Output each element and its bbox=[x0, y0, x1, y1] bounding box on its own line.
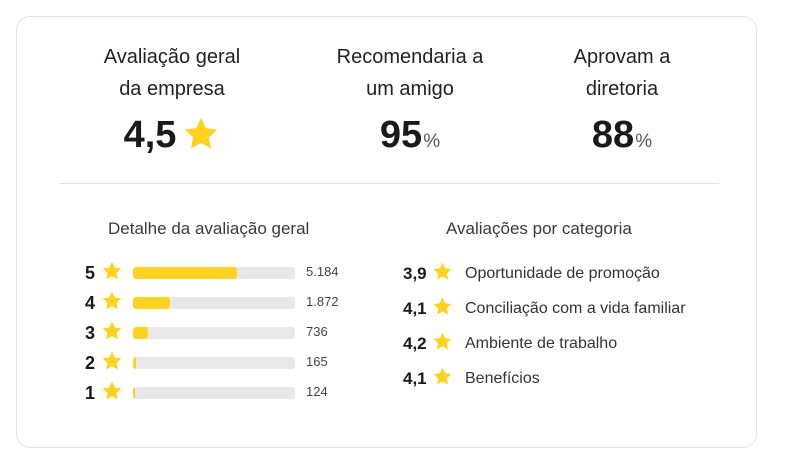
rating-row-4: 4 1.872 bbox=[85, 290, 339, 317]
category-row: 3,9 Oportunidade de promoção bbox=[403, 262, 660, 286]
category-label: Benefícios bbox=[465, 370, 540, 387]
ratings-card: Avaliação geral da empresa 4,5 Recomenda… bbox=[16, 16, 757, 448]
rating-bar bbox=[133, 297, 295, 309]
star-icon bbox=[432, 331, 453, 357]
approve-block: Aprovam a diretoria 88% bbox=[552, 41, 692, 164]
rating-count: 5.184 bbox=[306, 264, 339, 279]
rating-bar-fill bbox=[133, 267, 237, 279]
rating-bar bbox=[133, 357, 295, 369]
approve-percent: 88 bbox=[591, 114, 635, 156]
category-row: 4,2 Ambiente de trabalho bbox=[403, 332, 617, 356]
rating-row-3: 3 736 bbox=[85, 320, 328, 347]
rating-row-1: 1 124 bbox=[85, 380, 328, 407]
category-score: 4,1 bbox=[403, 299, 427, 318]
rating-count: 1.872 bbox=[306, 294, 339, 309]
recommend-title-line1: Recomendaria a bbox=[336, 46, 484, 68]
approve-title-line2: diretoria bbox=[585, 78, 659, 100]
star-icon bbox=[432, 366, 453, 392]
star-icon bbox=[101, 320, 123, 347]
recommend-block: Recomendaria a um amigo 95% bbox=[325, 41, 495, 164]
divider bbox=[59, 183, 719, 184]
approve-unit: % bbox=[635, 131, 653, 152]
rating-count: 124 bbox=[306, 384, 328, 399]
rating-stars-number: 2 bbox=[85, 352, 96, 373]
star-icon bbox=[432, 296, 453, 322]
recommend-unit: % bbox=[423, 131, 441, 152]
rating-bar-fill bbox=[133, 387, 136, 399]
rating-row-5: 5 5.184 bbox=[85, 260, 339, 287]
category-score: 4,2 bbox=[403, 334, 427, 353]
approve-title: Aprovam a diretoria bbox=[552, 41, 692, 105]
overall-rating-block: Avaliação geral da empresa 4,5 bbox=[92, 41, 252, 163]
category-row: 4,1 Benefícios bbox=[403, 367, 540, 391]
category-score: 3,9 bbox=[403, 264, 427, 283]
star-icon bbox=[182, 115, 220, 163]
star-icon bbox=[101, 380, 123, 407]
rating-row-2: 2 165 bbox=[85, 350, 328, 377]
rating-bar-fill bbox=[133, 297, 171, 309]
rating-count: 736 bbox=[306, 324, 328, 339]
breakdown-title: Detalhe da avaliação geral bbox=[108, 219, 310, 238]
recommend-percent: 95 bbox=[379, 114, 423, 156]
recommend-title: Recomendaria a um amigo bbox=[325, 41, 495, 105]
rating-bar-fill bbox=[133, 327, 148, 339]
rating-stars-number: 1 bbox=[85, 382, 96, 403]
overall-title-line1: Avaliação geral bbox=[103, 46, 241, 68]
category-row: 4,1 Conciliação com a vida familiar bbox=[403, 297, 686, 321]
category-score: 4,1 bbox=[403, 369, 427, 388]
overall-rating-title: Avaliação geral da empresa bbox=[92, 41, 252, 105]
recommend-value: 95% bbox=[325, 113, 495, 164]
rating-stars-number: 4 bbox=[85, 292, 96, 313]
approve-title-line1: Aprovam a bbox=[573, 46, 671, 68]
rating-bar bbox=[133, 327, 295, 339]
category-label: Oportunidade de promoção bbox=[465, 265, 660, 282]
rating-bar bbox=[133, 267, 295, 279]
approve-value: 88% bbox=[552, 113, 692, 164]
recommend-title-line2: um amigo bbox=[366, 78, 454, 100]
star-icon bbox=[101, 290, 123, 317]
rating-bar-fill bbox=[133, 357, 137, 369]
star-icon bbox=[101, 350, 123, 377]
category-label: Ambiente de trabalho bbox=[465, 335, 618, 352]
overall-rating-value: 4,5 bbox=[92, 113, 252, 163]
star-icon bbox=[432, 261, 453, 287]
category-label: Conciliação com a vida familiar bbox=[465, 300, 686, 317]
rating-count: 165 bbox=[306, 354, 328, 369]
overall-title-line2: da empresa bbox=[119, 78, 225, 100]
rating-stars-number: 5 bbox=[85, 262, 96, 283]
rating-bar bbox=[133, 387, 295, 399]
overall-score: 4,5 bbox=[123, 114, 177, 156]
categories-title: Avaliações por categoria bbox=[446, 219, 632, 238]
star-icon bbox=[101, 260, 123, 287]
rating-stars-number: 3 bbox=[85, 322, 96, 343]
